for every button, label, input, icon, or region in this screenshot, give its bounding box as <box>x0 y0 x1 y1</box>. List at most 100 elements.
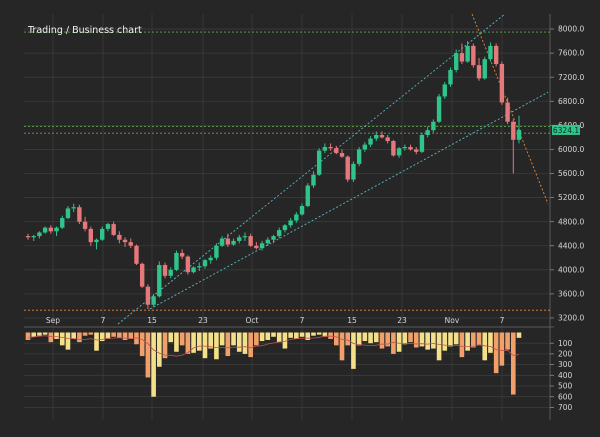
date-tick-label: 23 <box>198 316 208 325</box>
volume-bar <box>248 332 253 358</box>
candle-body <box>54 227 59 232</box>
volume-tick-label: 300 <box>558 360 573 369</box>
trend-line <box>149 91 549 310</box>
volume-bar <box>368 332 373 344</box>
volume-bar <box>482 332 488 361</box>
price-tick-label: 8000.0 <box>558 25 584 34</box>
candle-body <box>185 256 191 273</box>
price-tick-label: 7200.0 <box>558 73 584 82</box>
volume-bar <box>391 332 396 354</box>
volume-bar <box>71 332 76 339</box>
candle-body <box>322 147 328 151</box>
candle-body <box>294 214 299 221</box>
price-tick-label: 4800.0 <box>558 217 584 226</box>
date-tick-label: 15 <box>147 316 157 325</box>
candle-body <box>174 252 179 270</box>
volume-bar <box>408 332 413 343</box>
volume-bar <box>162 332 168 359</box>
candle-body <box>505 102 510 122</box>
volume-tick-label: 400 <box>558 371 573 380</box>
volume-bar <box>334 332 339 346</box>
volume-bar <box>362 332 368 342</box>
candle-body <box>391 141 396 156</box>
candle-body <box>471 45 476 66</box>
candle-body <box>48 227 54 232</box>
volume-bar <box>151 332 156 397</box>
volume-bar <box>442 332 448 351</box>
date-tick-label: 7 <box>101 316 106 325</box>
price-tick-label: 5200.0 <box>558 193 584 202</box>
volume-bar <box>117 332 122 338</box>
candle-body <box>77 207 82 222</box>
volume-bar <box>37 332 42 336</box>
volume-bar <box>419 332 425 347</box>
candle-body <box>157 265 162 297</box>
date-tick-label: 15 <box>347 316 357 325</box>
trend-line <box>117 13 506 325</box>
candle-body <box>122 239 128 243</box>
candle-body <box>265 239 270 244</box>
candle-body <box>259 243 265 249</box>
candle-body <box>345 156 350 180</box>
candle-body <box>191 267 196 273</box>
price-tick-label: 4400.0 <box>558 241 584 250</box>
volume-bar <box>316 332 322 335</box>
volume-bar <box>254 332 259 346</box>
candles <box>25 41 522 309</box>
candle-body <box>305 185 310 207</box>
candle-body <box>117 234 122 240</box>
candle-body <box>339 153 345 157</box>
volume-bar <box>82 332 88 336</box>
candle-body <box>356 149 362 164</box>
candle-body <box>277 230 282 237</box>
candle-body <box>351 163 356 180</box>
candle-body <box>402 147 408 149</box>
candle-body <box>162 265 168 276</box>
volume-bar <box>459 332 465 358</box>
candle-body <box>65 208 71 219</box>
volume-bar <box>294 332 299 339</box>
volume-bar <box>425 332 430 350</box>
date-tick-label: 7 <box>500 316 505 325</box>
candle-body <box>225 238 231 245</box>
volume-bar <box>448 332 453 347</box>
candle-body <box>105 224 111 229</box>
candle-body <box>37 232 42 237</box>
volume-bar <box>505 332 510 350</box>
candle-body <box>94 239 99 243</box>
date-tick-label: 7 <box>300 316 305 325</box>
candle-body <box>482 59 487 79</box>
volume-bar <box>516 332 522 338</box>
volume-average-line <box>27 335 520 357</box>
volume-bar <box>322 332 328 337</box>
volume-bar <box>179 332 185 346</box>
candle-body <box>476 65 482 79</box>
volume-bar <box>225 332 231 357</box>
volume-bar <box>431 332 436 349</box>
volume-bar <box>145 332 151 378</box>
grid-lines <box>24 14 554 420</box>
volume-bar <box>276 332 282 343</box>
candle-body <box>111 224 116 235</box>
candle-body <box>453 53 459 70</box>
volume-bar <box>25 332 31 340</box>
candle-body <box>134 245 139 264</box>
candle-body <box>459 53 465 62</box>
date-tick-label: Oct <box>246 316 259 325</box>
volume-bar <box>493 332 499 374</box>
candle-body <box>71 207 76 209</box>
candle-body <box>299 206 305 215</box>
volume-bar <box>168 332 174 343</box>
volume-tick-label: 200 <box>558 350 573 359</box>
candle-body <box>488 45 493 60</box>
volume-bar <box>242 332 248 354</box>
candle-body <box>242 236 248 238</box>
candle-body <box>197 266 202 268</box>
volume-bar <box>471 332 476 348</box>
volume-bar <box>265 332 271 340</box>
volume-bar <box>476 332 482 346</box>
candle-body <box>237 237 242 241</box>
candle-body <box>179 252 185 257</box>
candle-body <box>465 45 470 62</box>
volume-bar <box>339 332 345 361</box>
